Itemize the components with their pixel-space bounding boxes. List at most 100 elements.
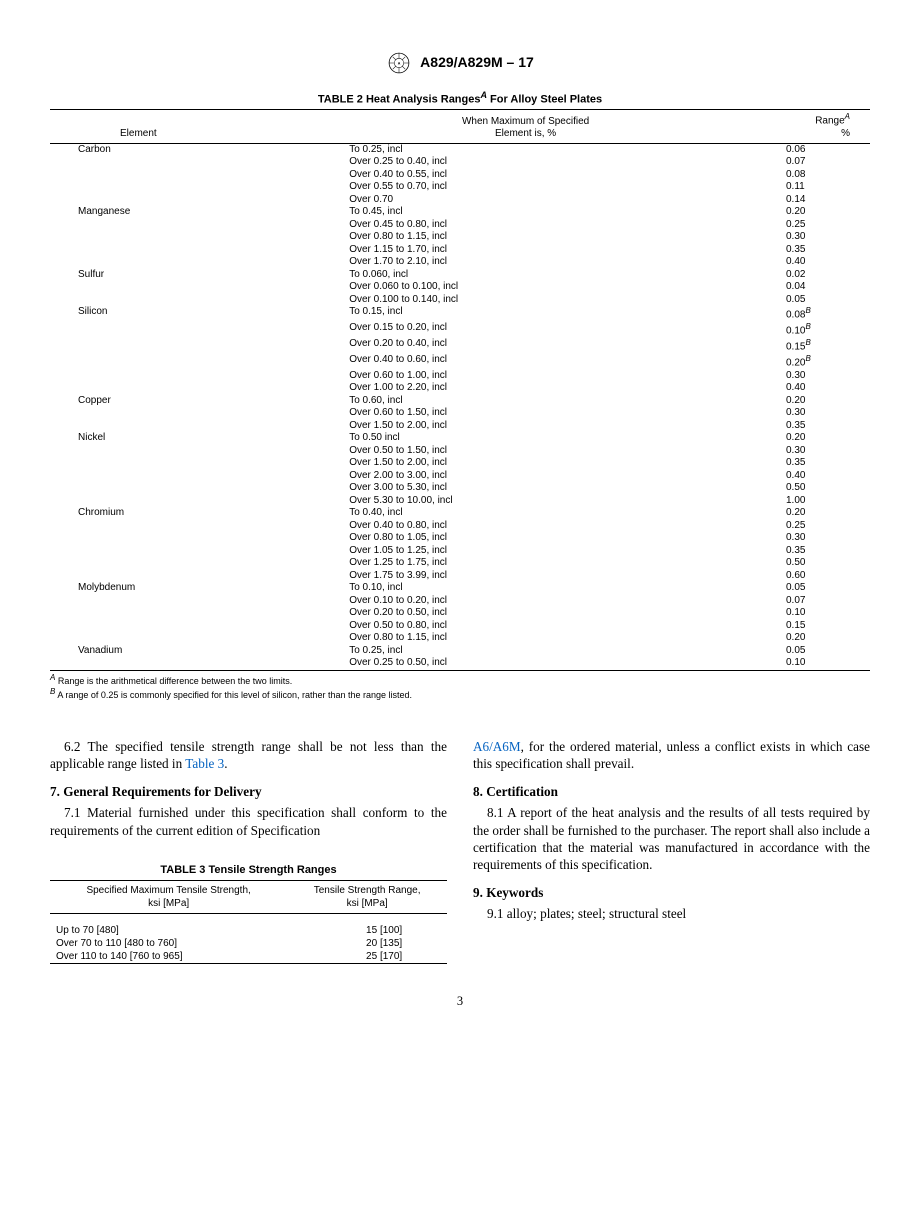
condition-cell: Over 0.20 to 0.50, incl	[345, 607, 706, 620]
condition-cell: Over 0.10 to 0.20, incl	[345, 595, 706, 608]
table2-caption: TABLE 2 Heat Analysis RangesA For Alloy …	[50, 90, 870, 107]
element-cell	[50, 520, 345, 533]
condition-cell: Over 5.30 to 10.00, incl	[345, 495, 706, 508]
table3-c1: Over 70 to 110 [480 to 760]	[50, 937, 287, 950]
condition-cell: Over 3.00 to 5.30, incl	[345, 482, 706, 495]
table-row: Over 0.15 to 0.20, incl0.10B	[50, 322, 870, 338]
table3-header-col1: Specified Maximum Tensile Strength, ksi …	[50, 880, 287, 913]
condition-cell: To 0.45, incl	[345, 206, 706, 219]
element-cell: Chromium	[50, 507, 345, 520]
element-cell	[50, 194, 345, 207]
table3-link[interactable]: Table 3	[185, 756, 224, 771]
element-cell: Copper	[50, 395, 345, 408]
condition-cell: Over 0.060 to 0.100, incl	[345, 281, 706, 294]
condition-cell: To 0.060, incl	[345, 269, 706, 282]
table-row: ManganeseTo 0.45, incl0.20	[50, 206, 870, 219]
condition-cell: Over 0.70	[345, 194, 706, 207]
condition-cell: Over 0.40 to 0.60, incl	[345, 354, 706, 370]
table2-header-condition: When Maximum of Specified Element is, %	[345, 110, 706, 143]
standard-title: A829/A829M – 17	[420, 54, 534, 72]
condition-cell: Over 0.80 to 1.15, incl	[345, 231, 706, 244]
table3-c2: 20 [135]	[287, 937, 447, 950]
condition-cell: Over 0.25 to 0.50, incl	[345, 657, 706, 670]
section-9-head: 9. Keywords	[473, 884, 870, 901]
range-cell: 0.20	[706, 632, 870, 645]
condition-cell: To 0.25, incl	[345, 645, 706, 658]
a6-link[interactable]: A6/A6M	[473, 739, 521, 754]
range-cell: 0.04	[706, 281, 870, 294]
range-cell: 0.25	[706, 520, 870, 533]
table-row: Over 0.20 to 0.50, incl0.10	[50, 607, 870, 620]
table-row: Over 1.50 to 2.00, incl0.35	[50, 457, 870, 470]
condition-cell: To 0.10, incl	[345, 582, 706, 595]
table-row: Over 0.25 to 0.50, incl0.10	[50, 657, 870, 670]
table3-c2: 15 [100]	[287, 913, 447, 937]
range-cell: 0.02	[706, 269, 870, 282]
range-cell: 0.50	[706, 557, 870, 570]
element-cell: Nickel	[50, 432, 345, 445]
table3-caption: TABLE 3 Tensile Strength Ranges	[50, 863, 447, 878]
section-7-head: 7. General Requirements for Delivery	[50, 783, 447, 800]
para-7-1: 7.1 Material furnished under this specif…	[50, 804, 447, 839]
range-cell: 0.30	[706, 370, 870, 383]
condition-cell: Over 1.15 to 1.70, incl	[345, 244, 706, 257]
range-cell: 0.40	[706, 256, 870, 269]
condition-cell: Over 0.40 to 0.55, incl	[345, 169, 706, 182]
element-cell: Silicon	[50, 306, 345, 322]
table-row: CarbonTo 0.25, incl0.06	[50, 143, 870, 156]
table-row: Over 0.10 to 0.20, incl0.07	[50, 595, 870, 608]
svg-text:A: A	[398, 61, 401, 65]
table-row: Over 0.55 to 0.70, incl0.11	[50, 181, 870, 194]
range-cell: 0.30	[706, 407, 870, 420]
range-cell: 0.20	[706, 432, 870, 445]
element-cell	[50, 354, 345, 370]
range-cell: 0.11	[706, 181, 870, 194]
range-cell: 0.10	[706, 607, 870, 620]
element-cell: Manganese	[50, 206, 345, 219]
table-row: Over 110 to 140 [760 to 965]25 [170]	[50, 950, 447, 964]
element-cell	[50, 457, 345, 470]
table-row: Over 1.50 to 2.00, incl0.35	[50, 420, 870, 433]
table-row: Over 1.15 to 1.70, incl0.35	[50, 244, 870, 257]
element-cell	[50, 445, 345, 458]
para-a6: A6/A6M, for the ordered material, unless…	[473, 738, 870, 773]
right-column: A6/A6M, for the ordered material, unless…	[473, 738, 870, 965]
table-row: Over 0.80 to 1.05, incl0.30	[50, 532, 870, 545]
table-row: Over 0.80 to 1.15, incl0.20	[50, 632, 870, 645]
element-cell	[50, 657, 345, 670]
table-row: Over 0.60 to 1.00, incl0.30	[50, 370, 870, 383]
table-row: SulfurTo 0.060, incl0.02	[50, 269, 870, 282]
range-cell: 0.35	[706, 457, 870, 470]
element-cell	[50, 181, 345, 194]
condition-cell: Over 0.55 to 0.70, incl	[345, 181, 706, 194]
condition-cell: To 0.15, incl	[345, 306, 706, 322]
condition-cell: Over 1.00 to 2.20, incl	[345, 382, 706, 395]
table3-c1: Over 110 to 140 [760 to 965]	[50, 950, 287, 964]
range-cell: 0.05	[706, 645, 870, 658]
element-cell	[50, 231, 345, 244]
condition-cell: Over 0.60 to 1.00, incl	[345, 370, 706, 383]
element-cell	[50, 156, 345, 169]
table-row: Over 0.60 to 1.50, incl0.30	[50, 407, 870, 420]
table2-footnotes: A Range is the arithmetical difference b…	[50, 673, 870, 702]
page-number: 3	[50, 994, 870, 1010]
table2-header-range: RangeA %	[706, 110, 870, 143]
element-cell	[50, 281, 345, 294]
element-cell	[50, 407, 345, 420]
range-cell: 0.40	[706, 382, 870, 395]
table2-header-element: Element	[50, 110, 345, 143]
condition-cell: Over 0.15 to 0.20, incl	[345, 322, 706, 338]
table-row: NickelTo 0.50 incl0.20	[50, 432, 870, 445]
element-cell	[50, 545, 345, 558]
range-cell: 0.07	[706, 595, 870, 608]
condition-cell: Over 0.60 to 1.50, incl	[345, 407, 706, 420]
condition-cell: Over 1.70 to 2.10, incl	[345, 256, 706, 269]
document-header: A A829/A829M – 17	[50, 50, 870, 76]
table-row: Over 3.00 to 5.30, incl0.50	[50, 482, 870, 495]
table-row: MolybdenumTo 0.10, incl0.05	[50, 582, 870, 595]
table-row: Over 0.50 to 0.80, incl0.15	[50, 620, 870, 633]
range-cell: 0.40	[706, 470, 870, 483]
table-row: Over 0.80 to 1.15, incl0.30	[50, 231, 870, 244]
condition-cell: Over 0.80 to 1.05, incl	[345, 532, 706, 545]
element-cell	[50, 470, 345, 483]
